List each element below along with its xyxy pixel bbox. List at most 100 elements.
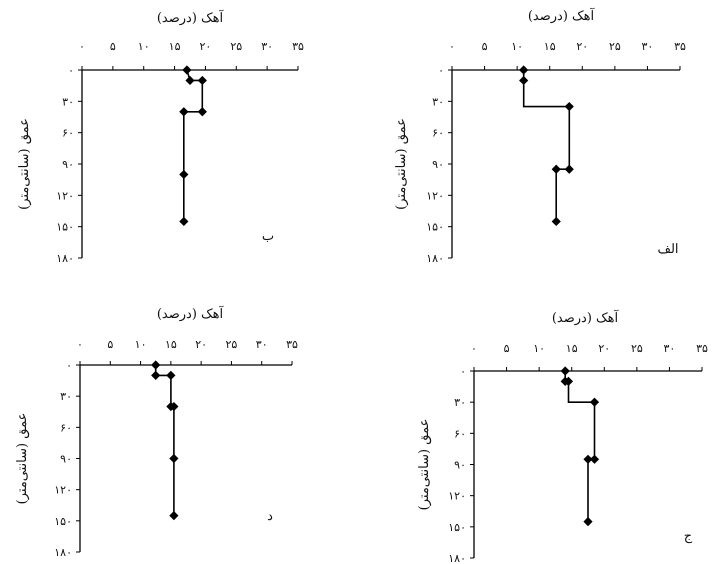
series-line bbox=[564, 371, 596, 522]
data-point-marker bbox=[589, 454, 600, 464]
x-tick-label: ۲۰ bbox=[576, 40, 588, 53]
y-axis-label: عمق (سانتی‌متر) bbox=[15, 413, 30, 505]
x-tick-label: ۱۰ bbox=[533, 342, 545, 355]
data-point-marker bbox=[583, 454, 593, 464]
y-tick-label: ۰ bbox=[68, 64, 74, 77]
x-tick-label: ۲۵ bbox=[609, 40, 621, 53]
x-tick-label: ۳۰ bbox=[642, 40, 654, 53]
data-point-marker bbox=[560, 366, 570, 376]
y-axis-label: عمق (سانتی‌متر) bbox=[417, 419, 432, 511]
data-point-marker bbox=[179, 216, 189, 227]
y-tick-label: ۱۵۰ bbox=[448, 521, 466, 534]
x-tick-label: ۵ bbox=[107, 338, 113, 351]
y-tick-label: ۱۵۰ bbox=[56, 221, 74, 234]
y-tick-label: ۳۰ bbox=[454, 396, 466, 409]
y-tick-label: ۶۰ bbox=[60, 421, 72, 434]
x-tick-label: ۱۰ bbox=[511, 40, 523, 53]
data-point-marker bbox=[197, 107, 207, 117]
y-tick-label: ۰ bbox=[460, 365, 466, 378]
series-line bbox=[522, 70, 571, 222]
x-tick-label: ۲۰ bbox=[200, 40, 212, 53]
x-tick-label: ۳۵ bbox=[696, 342, 708, 355]
x-tick-label: ۲۵ bbox=[230, 40, 242, 53]
data-point-marker bbox=[583, 517, 593, 527]
x-tick-label: ۱۰ bbox=[138, 40, 150, 53]
data-point-marker bbox=[519, 75, 529, 86]
x-tick-label: ۰ bbox=[449, 40, 455, 53]
x-tick-label: ۵ bbox=[482, 40, 488, 53]
x-tick-label: ۲۰ bbox=[598, 342, 610, 355]
x-tick-label: ۳۵ bbox=[292, 40, 304, 53]
y-tick-label: ۱۵۰ bbox=[54, 515, 72, 528]
data-point-marker bbox=[169, 453, 179, 464]
x-tick-label: ۳۰ bbox=[261, 40, 273, 53]
y-tick-label: ۳۰ bbox=[62, 95, 74, 108]
x-tick-label: ۱۰ bbox=[135, 338, 147, 351]
y-tick-label: ۶۰ bbox=[432, 127, 444, 140]
x-tick-label: ۲۵ bbox=[226, 338, 238, 351]
x-tick-label: ۳۵ bbox=[674, 40, 686, 53]
x-tick-label: ۰ bbox=[79, 40, 85, 53]
x-tick-label: ۲۵ bbox=[631, 342, 643, 355]
data-point-marker bbox=[182, 65, 192, 75]
data-point-marker bbox=[197, 75, 207, 86]
panel-dal: آهک (درصد) ۰ ۵ ۱۰ ۱۵ ۲۰ ۲۵ ۳۰ ۳۵ ۰ ۳۰ ۶۰ ۹۰ ۱۲۰ ۱۵۰ ۱۸۰… bbox=[15, 305, 298, 559]
y-tick-label: ۶۰ bbox=[62, 127, 74, 140]
y-tick-label: ۹۰ bbox=[62, 158, 74, 171]
data-point-marker bbox=[166, 370, 176, 380]
y-tick-label: ۱۲۰ bbox=[448, 490, 466, 503]
x-tick-label: ۲۰ bbox=[195, 338, 207, 351]
y-axis-label: عمق (سانتی‌متر) bbox=[394, 118, 409, 210]
x-tick-label: ۱۵ bbox=[544, 40, 556, 53]
panel-label: ب bbox=[262, 229, 274, 244]
panel-label: ج bbox=[684, 529, 693, 544]
y-tick-label: ۳۰ bbox=[432, 95, 444, 108]
x-tick-label: ۱۵ bbox=[165, 338, 177, 351]
x-tick-label: ۰ bbox=[77, 338, 83, 351]
data-point-marker bbox=[169, 511, 179, 521]
y-axis-label: عمق (سانتی‌متر) bbox=[17, 118, 32, 210]
data-point-marker bbox=[551, 216, 561, 227]
data-point-marker bbox=[564, 101, 574, 112]
y-tick-label: ۱۲۰ bbox=[54, 484, 72, 497]
y-tick-label: ۱۸۰ bbox=[426, 252, 444, 265]
panel-label: د bbox=[267, 509, 273, 524]
series-line bbox=[154, 365, 175, 516]
chart-title: آهک (درصد) bbox=[157, 9, 225, 26]
y-tick-label: ۰ bbox=[66, 359, 72, 372]
data-point-marker bbox=[563, 376, 574, 386]
chart-title: آهک (درصد) bbox=[528, 7, 596, 24]
data-point-marker bbox=[169, 401, 179, 412]
panel-label: الف bbox=[657, 242, 678, 257]
data-point-marker bbox=[589, 397, 600, 407]
data-point-marker bbox=[179, 107, 189, 117]
x-tick-label: ۱۵ bbox=[169, 40, 181, 53]
x-tick-label: ۳۵ bbox=[286, 338, 298, 351]
data-point-marker bbox=[151, 360, 161, 370]
y-tick-label: ۱۲۰ bbox=[56, 189, 74, 202]
panel-alef: آهک (درصد) ۰ ۵ ۱۰ ۱۵ ۲۰ ۲۵ ۳۰ ۳۵ ۰ ۳۰ ۶۰ ۹۰ ۱۲۰ ۱۵۰ ۱۸۰… bbox=[394, 7, 686, 265]
data-point-marker bbox=[551, 164, 561, 174]
x-tick-label: ۵ bbox=[110, 40, 116, 53]
data-point-marker bbox=[151, 370, 161, 380]
chart-title: آهک (درصد) bbox=[157, 305, 225, 322]
y-tick-label: ۱۵۰ bbox=[426, 221, 444, 234]
x-tick-label: ۳۰ bbox=[664, 342, 676, 355]
y-tick-label: ۹۰ bbox=[60, 453, 72, 466]
y-tick-label: ۶۰ bbox=[454, 427, 466, 440]
y-tick-label: ۹۰ bbox=[432, 158, 444, 171]
x-tick-label: ۰ bbox=[471, 342, 477, 355]
data-point-marker bbox=[564, 164, 574, 174]
y-tick-label: ۰ bbox=[438, 64, 444, 77]
y-tick-label: ۱۲۰ bbox=[426, 189, 444, 202]
data-point-marker bbox=[519, 65, 529, 75]
y-tick-label: ۱۸۰ bbox=[56, 252, 74, 265]
data-point-marker bbox=[185, 75, 195, 86]
panel-jim: آهک (درصد) ۰ ۵ ۱۰ ۱۵ ۲۰ ۲۵ ۳۰ ۳۵ ۰ ۳۰ ۶۰ ۹۰ ۱۲۰ ۱۵۰ ۱۸۰… bbox=[417, 309, 708, 564]
x-tick-label: ۱۵ bbox=[566, 342, 578, 355]
x-tick-label: ۵ bbox=[504, 342, 510, 355]
y-tick-label: ۱۸۰ bbox=[54, 546, 72, 559]
panel-be: آهک (درصد) ۰ ۵ ۱۰ ۱۵ ۲۰ ۲۵ ۳۰ ۳۵ ۰ ۳۰ ۶۰ ۹۰ ۱۲۰ ۱۵۰ ۱۸۰… bbox=[17, 9, 304, 265]
series-line bbox=[183, 69, 204, 222]
